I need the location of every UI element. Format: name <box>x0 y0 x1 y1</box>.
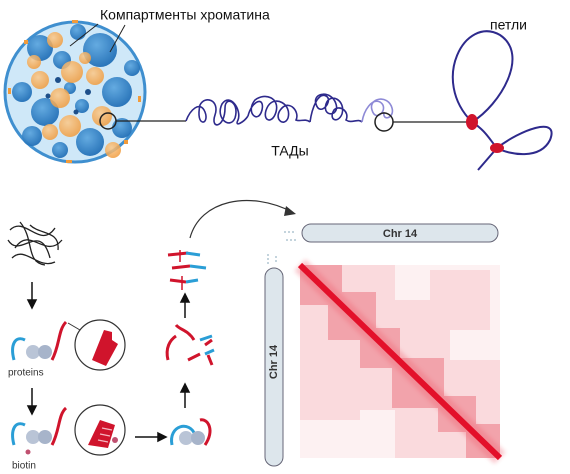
biotin-label: biotin <box>12 461 36 472</box>
shape-circle <box>79 52 91 64</box>
shape-line <box>109 24 126 53</box>
shape-circle <box>83 33 117 67</box>
shape-circle <box>47 32 63 48</box>
shape-path <box>11 337 26 361</box>
shape-line <box>297 262 503 461</box>
shape-circle <box>179 431 193 445</box>
shape-circle <box>76 128 104 156</box>
shape-g <box>27 32 121 158</box>
shape-circle <box>38 345 52 359</box>
shape-circle <box>42 124 58 140</box>
shape-rect <box>66 160 72 163</box>
shape-g <box>45 77 91 115</box>
shape-circle <box>86 67 104 85</box>
shape-path <box>167 251 191 284</box>
shape-circle <box>31 98 59 126</box>
shape-path <box>199 418 212 446</box>
tad-chain <box>185 93 470 132</box>
shape-circle <box>50 88 70 108</box>
shape-path <box>50 320 68 361</box>
shape-path <box>267 254 277 264</box>
shape-circle <box>112 437 118 443</box>
shape-path <box>199 334 215 356</box>
shape-circle <box>27 55 41 69</box>
shape-path <box>97 427 113 443</box>
shape-path <box>284 206 296 216</box>
shape-rect <box>24 40 28 44</box>
shape-circle <box>12 82 32 102</box>
shape-path <box>157 431 168 443</box>
shape-circle <box>55 77 61 83</box>
shape-line <box>69 23 99 47</box>
shape-path <box>179 382 191 393</box>
shape-rect <box>430 270 490 330</box>
shape-path <box>11 422 26 446</box>
tads-label: ТАДы <box>271 143 308 159</box>
shape-circle <box>25 449 31 455</box>
shape-path <box>247 95 311 123</box>
hic-map <box>264 223 506 467</box>
shape-g <box>12 24 140 158</box>
shape-rect <box>138 96 141 102</box>
shape-path <box>165 323 214 366</box>
shape-path <box>92 330 118 366</box>
shape-path <box>284 231 296 241</box>
shape-path <box>50 406 68 446</box>
shape-circle <box>70 24 86 40</box>
shape-path <box>170 424 197 446</box>
shape-path <box>185 99 249 126</box>
shape-path <box>179 250 183 290</box>
shape-circle <box>61 61 83 83</box>
shape-circle <box>45 93 51 99</box>
shape-path <box>185 251 207 284</box>
shape-rect <box>300 360 360 420</box>
shape-rect <box>301 223 499 243</box>
shape-circle <box>112 118 132 138</box>
nucleus <box>3 20 186 164</box>
shape-circle <box>59 115 81 137</box>
shape-rect <box>72 20 78 23</box>
shape-circle <box>38 430 52 444</box>
loops <box>451 30 553 171</box>
shape-circle <box>124 60 140 76</box>
hic-steps <box>7 199 296 456</box>
proteins-label: proteins <box>8 368 44 379</box>
shape-path <box>361 98 394 123</box>
shape-circle <box>22 126 42 146</box>
shape-circle <box>31 71 49 89</box>
shape-path <box>7 221 63 266</box>
shape-circle <box>102 77 132 107</box>
shape-path <box>26 299 38 310</box>
shape-circle <box>105 142 121 158</box>
shape-circle <box>26 430 40 444</box>
shape-g <box>26 282 191 443</box>
shape-circle <box>73 109 79 115</box>
shape-circle <box>191 431 205 445</box>
shape-rect <box>8 88 11 94</box>
shape-path <box>179 292 191 303</box>
shape-ellipse <box>490 143 504 153</box>
shape-ellipse <box>466 114 478 130</box>
shape-rect <box>264 267 284 467</box>
shape-path <box>189 199 293 239</box>
left-axis-label: Chr 14 <box>268 344 280 379</box>
shape-path <box>26 405 38 416</box>
shape-circle <box>27 35 53 61</box>
shape-circle <box>85 89 91 95</box>
shape-circle <box>75 99 89 113</box>
shape-line <box>67 322 81 331</box>
shape-circle <box>52 142 68 158</box>
shape-g <box>8 20 141 163</box>
shape-rect <box>124 140 128 144</box>
top-axis-label: Chr 14 <box>383 228 418 240</box>
compartments-label: Компартменты хроматина <box>100 7 270 23</box>
loops-label: петли <box>490 17 527 33</box>
shape-circle <box>26 345 40 359</box>
shape-path <box>309 93 363 123</box>
